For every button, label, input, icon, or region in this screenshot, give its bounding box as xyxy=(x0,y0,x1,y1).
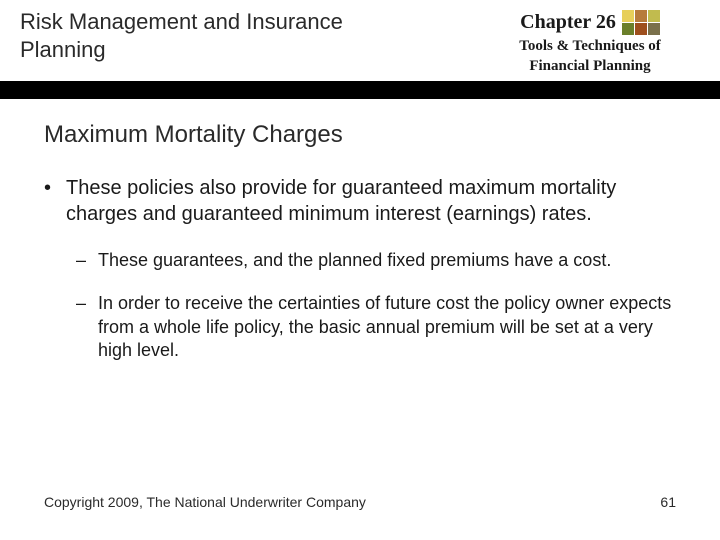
bullet-text: These policies also provide for guarante… xyxy=(66,175,676,227)
slide-title: Maximum Mortality Charges xyxy=(44,121,676,149)
header-subtitle-line2: Financial Planning xyxy=(480,57,700,75)
swatch-icon xyxy=(635,10,647,22)
slide-header: Risk Management and Insurance Planning C… xyxy=(0,0,720,75)
chapter-label: Chapter 26 xyxy=(520,11,616,34)
copyright-text: Copyright 2009, The National Underwriter… xyxy=(44,494,366,510)
header-title: Risk Management and Insurance Planning xyxy=(20,8,400,63)
bullet-level-2: – In order to receive the certainties of… xyxy=(76,292,676,362)
color-grid-icon xyxy=(622,10,660,35)
divider-bar xyxy=(0,81,720,99)
swatch-icon xyxy=(648,10,660,22)
bullet-text: In order to receive the certainties of f… xyxy=(98,292,676,362)
bullet-level-2: – These guarantees, and the planned fixe… xyxy=(76,249,676,272)
page-number: 61 xyxy=(660,494,676,510)
slide-footer: Copyright 2009, The National Underwriter… xyxy=(44,494,676,510)
bullet-dash-icon: – xyxy=(76,249,98,272)
swatch-icon xyxy=(622,23,634,35)
header-right: Chapter 26 Tools & Techniques of Financi… xyxy=(480,8,700,75)
bullet-level-1: • These policies also provide for guaran… xyxy=(44,175,676,227)
bullet-text: These guarantees, and the planned fixed … xyxy=(98,249,611,272)
chapter-row: Chapter 26 xyxy=(480,10,700,35)
swatch-icon xyxy=(635,23,647,35)
slide-content: Maximum Mortality Charges • These polici… xyxy=(0,99,720,363)
bullet-dot-icon: • xyxy=(44,175,66,227)
header-subtitle-line1: Tools & Techniques of xyxy=(480,37,700,55)
swatch-icon xyxy=(648,23,660,35)
swatch-icon xyxy=(622,10,634,22)
bullet-dash-icon: – xyxy=(76,292,98,362)
